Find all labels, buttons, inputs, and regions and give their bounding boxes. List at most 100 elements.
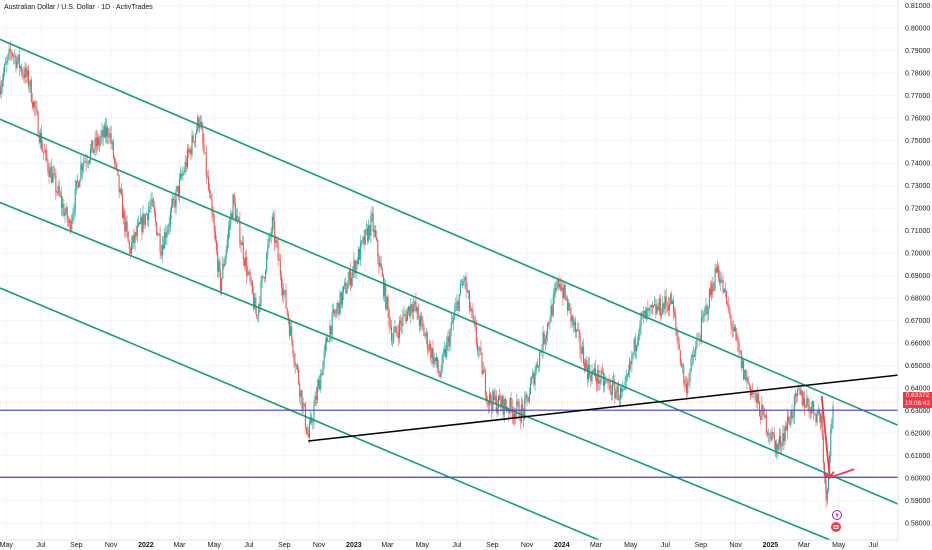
candle-body [790,410,792,425]
candle-body [763,408,765,418]
forecast-arrow[interactable] [820,395,855,479]
rising-trendline[interactable] [308,374,899,442]
candle-body [789,421,791,425]
candle-body [222,263,224,279]
candle-body [684,383,687,385]
candle-body [606,380,608,382]
candle-body [339,291,341,315]
candle-body [51,173,53,183]
candle-body [801,390,803,405]
candle-body [332,309,334,313]
candle-body [415,301,417,312]
candle-body [440,371,442,377]
candle-body [102,130,104,138]
candle-body [241,241,243,246]
candle-body [255,313,257,316]
current-price-badge: 0.63372 19:06:42 [903,392,932,408]
candle-body [660,314,663,316]
candle-body [784,426,786,442]
candle-body [151,199,153,202]
candle-body [529,383,532,395]
candle-body [634,338,636,352]
candle-body [823,463,826,477]
channel-line[interactable] [0,118,899,505]
candle-body [676,327,678,336]
candle-body [487,400,489,405]
price-tick-label: 0.64000 [905,386,930,393]
candle-body [664,296,666,309]
candle-body [108,136,110,138]
candle-body [245,257,247,266]
candle-body [446,342,448,357]
candle-body [106,127,108,137]
candle-body [715,268,717,273]
channel-line[interactable] [0,287,600,541]
candle-body [68,220,71,223]
candle-body [667,305,669,311]
candle-body [93,149,95,153]
candle-body [190,149,192,155]
time-axis[interactable]: May Jul Sep Nov 2022 Mar May Jul Sep Nov 2023 Mar Ma… [0,542,878,549]
candle-body [598,369,600,384]
candle-body [816,412,818,423]
price-tick-label: 0.76000 [905,116,930,123]
flag-icon[interactable] [831,522,841,532]
candle-body [211,198,213,213]
candle-body [78,182,80,188]
candle-body [288,321,291,336]
channel-line[interactable] [0,38,899,426]
lightning-icon[interactable] [832,510,842,520]
candle-body [132,235,134,244]
candle-body [425,332,427,336]
candle-body [654,304,656,306]
candle-body [397,333,399,339]
candle-body [752,391,754,394]
candle-body [716,266,718,273]
grid [0,0,898,540]
candle-body [148,209,150,221]
candle-body [203,142,205,153]
candle-body [562,287,564,298]
candle-body [113,157,116,162]
candle-body [811,401,814,407]
price-tick-label: 0.71000 [905,228,930,235]
candle-body [493,391,495,401]
candle-body [704,308,706,316]
candle-body [526,395,528,398]
candle-body [283,290,285,295]
price-axis[interactable]: 0.81000 0.80000 0.79000 0.78000 0.77000 0.760… [905,3,930,528]
candle-body [10,52,12,54]
candle-body [565,298,567,300]
candle-body [321,373,323,375]
candle-body [221,278,223,291]
candle-body [116,163,118,169]
candle-body [528,394,530,402]
candle-body [650,304,652,307]
candle-body [684,382,686,384]
candle-body [123,210,125,219]
candle-body [87,162,89,164]
candle-body [14,55,16,57]
candle-body [441,355,443,372]
candle-body [38,136,40,143]
time-tick-label: Sep [486,542,499,549]
candle-body [128,242,130,249]
candle-body [557,279,559,288]
candle-body [309,417,312,424]
candle-body [626,374,628,377]
candle-body [331,312,333,335]
candle-body [610,392,612,395]
candle-body [735,327,737,333]
candle-body [229,224,231,230]
candle-body [732,329,734,331]
channel-line[interactable] [0,201,831,541]
candle-body [233,194,235,204]
candle-body [621,388,623,392]
price-tick-label: 0.68000 [905,296,930,303]
candle-body [682,365,684,367]
candle-body [152,199,154,207]
candle-body [25,67,27,77]
candle-body [511,406,513,417]
time-tick-label: Nov [105,542,118,549]
